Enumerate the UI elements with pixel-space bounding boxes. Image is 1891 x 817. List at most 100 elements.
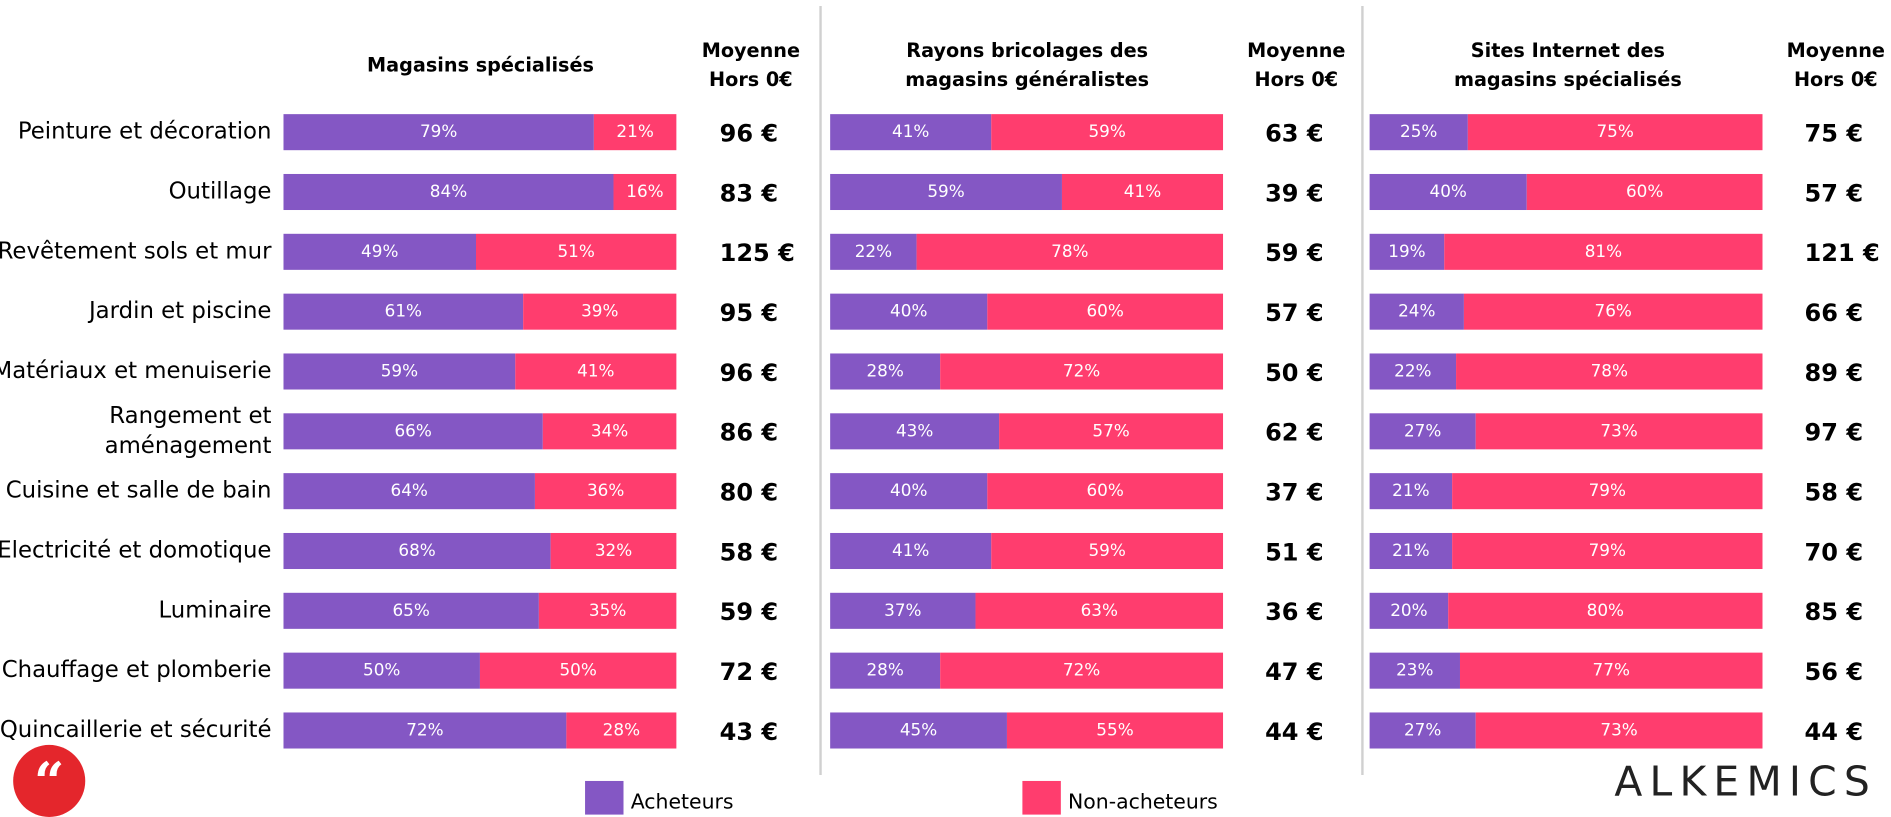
category-label: Electricité et domotique (0, 537, 271, 563)
average-value: 125 € (720, 239, 795, 267)
bar-segment (1463, 293, 1763, 330)
value-label: 41% (892, 121, 929, 141)
average-header: Hors 0€ (1255, 68, 1339, 91)
bar-segment (283, 413, 543, 450)
bar-segment (830, 353, 941, 390)
average-value: 59 € (1265, 239, 1324, 267)
value-label: 79% (1589, 540, 1626, 560)
bar-segment (1369, 592, 1449, 629)
bar-segment (999, 413, 1224, 450)
bar-segment (1369, 233, 1445, 270)
bar-segment (550, 532, 677, 570)
bar-segment (613, 173, 677, 211)
average-value: 36 € (1265, 598, 1324, 626)
value-label: 65% (392, 600, 429, 620)
value-label: 41% (577, 360, 614, 380)
bar-segment (1459, 652, 1763, 689)
bar-segment (1369, 173, 1527, 211)
bar-segment (830, 712, 1007, 749)
value-label: 64% (391, 480, 428, 500)
average-value: 43 € (720, 718, 778, 746)
bar-segment (1452, 473, 1763, 510)
value-label: 78% (1051, 241, 1088, 261)
average-value: 86 € (720, 419, 778, 447)
bar-segment (830, 114, 992, 151)
average-value: 89 € (1805, 359, 1864, 387)
bar-segment (1456, 353, 1763, 390)
bar-segment (940, 353, 1224, 390)
average-value: 66 € (1805, 299, 1864, 327)
bar-segment (991, 114, 1224, 151)
value-label: 21% (1392, 480, 1429, 500)
bar-segment (1526, 173, 1763, 211)
bar-segment (991, 532, 1224, 570)
average-value: 57 € (1265, 299, 1324, 327)
bar-segment (940, 652, 1224, 689)
logo: ALKEMICS (1614, 758, 1877, 806)
value-label: 72% (1063, 360, 1100, 380)
value-label: 23% (1396, 660, 1433, 680)
value-label: 28% (603, 719, 640, 739)
value-label: 21% (616, 121, 653, 141)
bar-segment (283, 592, 539, 629)
bar-segment (523, 293, 677, 330)
bar-segment (830, 233, 917, 270)
value-label: 43% (896, 420, 933, 440)
value-label: 41% (1124, 181, 1161, 201)
legend-swatch (585, 780, 624, 815)
bar-segment (283, 114, 594, 151)
average-value: 97 € (1805, 419, 1864, 447)
average-value: 47 € (1265, 658, 1324, 686)
bar-segment (283, 233, 477, 270)
bar-segment (830, 473, 988, 510)
bar-segment (283, 293, 524, 330)
value-label: 39% (581, 301, 618, 321)
average-value: 96 € (720, 359, 778, 387)
bar-segment (830, 173, 1062, 211)
average-value: 50 € (1265, 359, 1324, 387)
average-value: 62 € (1265, 419, 1324, 447)
bar-segment (283, 473, 535, 510)
average-header: Moyenne (1787, 39, 1885, 62)
bar-segment (1448, 592, 1763, 629)
category-label: Peinture et décoration (18, 119, 272, 145)
value-label: 22% (1394, 360, 1431, 380)
average-header: Moyenne (702, 39, 800, 62)
value-label: 24% (1398, 301, 1435, 321)
value-label: 68% (398, 540, 435, 560)
value-label: 51% (557, 241, 594, 261)
value-label: 36% (587, 480, 624, 500)
bar-segment (283, 532, 551, 570)
value-label: 27% (1404, 719, 1441, 739)
value-label: 78% (1591, 360, 1628, 380)
category-label: Outillage (169, 178, 272, 204)
value-label: 60% (1626, 181, 1663, 201)
bar-segment (479, 652, 677, 689)
bar-segment (1369, 293, 1464, 330)
legend-swatch (1022, 780, 1061, 815)
category-label: Rangement et (109, 403, 271, 429)
value-label: 77% (1593, 660, 1630, 680)
average-value: 96 € (720, 120, 778, 148)
panel-title: Rayons bricolages des (906, 39, 1148, 62)
average-header: Hors 0€ (709, 68, 793, 91)
value-label: 84% (430, 181, 467, 201)
category-label: Revêtement sols et mur (0, 238, 272, 264)
value-label: 40% (890, 301, 927, 321)
average-value: 37 € (1265, 479, 1324, 507)
average-value: 59 € (720, 598, 778, 626)
value-label: 81% (1585, 241, 1622, 261)
value-label: 19% (1388, 241, 1425, 261)
value-label: 79% (1589, 480, 1626, 500)
panel-title: Magasins spécialisés (367, 54, 594, 77)
value-label: 66% (394, 420, 431, 440)
bar-segment (1369, 473, 1453, 510)
value-label: 75% (1596, 121, 1633, 141)
bar-segment (1444, 233, 1763, 270)
average-value: 39 € (1265, 179, 1324, 207)
category-label: Jardin et piscine (87, 298, 272, 324)
value-label: 73% (1600, 420, 1637, 440)
bar-segment (916, 233, 1224, 270)
category-label: Quincaillerie et sécurité (0, 717, 271, 743)
